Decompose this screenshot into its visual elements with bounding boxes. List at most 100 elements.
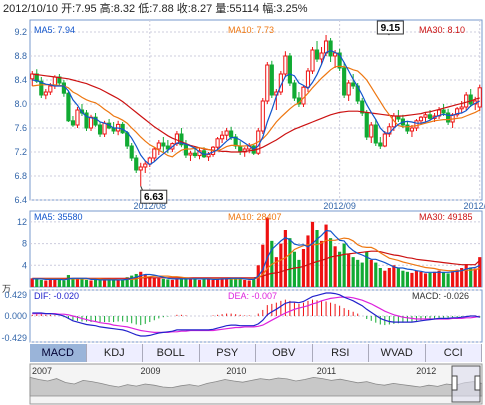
legend-vol-ma10: MA10: 28407 (228, 212, 282, 222)
volume-bar-down (238, 278, 242, 287)
candle-up (156, 142, 161, 150)
volume-bar-down (93, 279, 98, 287)
candle-up (265, 64, 270, 102)
overview-x-tick-label: 2011 (317, 366, 336, 376)
overview-right-handle[interactable] (474, 375, 481, 391)
price-y-tick-label: 8.0 (14, 99, 27, 109)
volume-bar-down (351, 257, 355, 287)
volume-bar-up (170, 279, 174, 287)
price-panel-frame (29, 19, 483, 201)
overview-x-tick-label: 2010 (226, 366, 246, 376)
candle-down (287, 55, 292, 84)
volume-bar-up (478, 257, 482, 287)
tab-cci[interactable]: CCI (425, 344, 482, 362)
volume-bar-up (188, 278, 193, 287)
volume-bar-up (319, 240, 324, 287)
volume-bar-up (432, 271, 437, 287)
tab-boll[interactable]: BOLL (143, 344, 200, 362)
macd-legend: DIF: -0.020 DEA: -0.007 MACD: -0.026 (34, 291, 469, 301)
volume-legend: MA5: 35580 MA10: 28407 MA30: 49185 (34, 212, 473, 222)
tab-kdj[interactable]: KDJ (86, 344, 143, 362)
candle-down (238, 145, 243, 153)
volume-label: 量 (215, 3, 227, 15)
indicator-tabs: MACD KDJ BOLL PSY OBV RSI WVAD CCI (30, 344, 482, 362)
high-value: 8.32 (113, 3, 136, 15)
candle-down (328, 40, 333, 57)
volume-bar-up (451, 271, 455, 287)
candle-down (179, 133, 184, 146)
volume-bar-down (441, 272, 446, 287)
candle-down (97, 124, 103, 135)
candle-up (206, 153, 211, 158)
tab-psy[interactable]: PSY (199, 344, 256, 362)
volume-bar-down (134, 273, 138, 287)
candle-down (360, 100, 365, 114)
candle-up (102, 122, 107, 135)
tab-obv[interactable]: OBV (256, 344, 313, 362)
volume-bar-up (279, 243, 283, 287)
legend-vol-ma30: MA30: 49185 (419, 212, 473, 222)
volume-bar-up (324, 224, 328, 287)
candle-up (382, 133, 387, 147)
candle-down (84, 112, 89, 129)
candle-up (188, 152, 193, 156)
candle-up (301, 86, 306, 105)
overview-area-shape (29, 376, 483, 397)
volume-bar-up (44, 280, 48, 287)
volume-bar-down (125, 277, 129, 287)
volume-bar-down (121, 279, 125, 287)
volume-bar-up (410, 272, 414, 287)
tab-macd[interactable]: MACD (30, 344, 87, 362)
volume-bar-up (53, 278, 57, 287)
tab-wvad[interactable]: WVAD (369, 344, 426, 362)
volume-bar-down (405, 271, 410, 287)
low-label: 低 (138, 3, 150, 15)
volume-bar-down (35, 278, 39, 287)
volume-bar-up (423, 273, 428, 287)
volume-bar-down (338, 251, 342, 287)
volume-bar-up (152, 277, 156, 287)
tab-rsi[interactable]: RSI (312, 344, 369, 362)
candle-up (88, 116, 94, 129)
legend-ma30: MA30: 8.10 (419, 25, 465, 35)
price-x-tick-label: 2012/09 (323, 201, 356, 211)
volume-bar-up (274, 257, 278, 287)
volume-bar-down (378, 268, 382, 287)
volume-bar-down (202, 278, 206, 287)
volume-bar-down (252, 279, 256, 287)
candle-down (66, 92, 71, 122)
macd-grid (30, 289, 482, 343)
volume-bar-up (283, 230, 287, 287)
volume-bar-up (206, 279, 211, 287)
price-moving-averages (32, 49, 480, 166)
annotation-low: 6.63 (144, 192, 164, 203)
price-x-tick-label: 2012/08 (134, 201, 167, 211)
candle-up (418, 116, 424, 122)
overview-area (29, 376, 483, 397)
quote-date: 2012/10/10 (3, 3, 59, 15)
volume-bar-up (220, 278, 224, 287)
candle-down (39, 80, 44, 96)
open-label: 开 (61, 3, 73, 15)
ma30-line (32, 73, 480, 153)
legend-ma5: MA5: 7.94 (34, 25, 75, 35)
candle-down (364, 112, 369, 138)
volume-bar-down (342, 243, 346, 287)
volume-bar-down (297, 259, 301, 287)
volume-bar-up (392, 265, 396, 287)
legend-ma10: MA10: 7.73 (228, 25, 274, 35)
candle-up (43, 91, 48, 96)
ma10-line (32, 65, 480, 158)
dea-line (32, 296, 480, 333)
candle-up (224, 130, 229, 136)
price-y-tick-label: 6.4 (14, 195, 27, 205)
candle-down (446, 112, 451, 123)
volume-bar-down (62, 280, 66, 287)
candle-up (30, 73, 35, 80)
volume-bar-up (243, 279, 247, 287)
volume-bar-down (80, 279, 84, 287)
volume-bar-down (315, 230, 319, 287)
overview-left-handle[interactable] (451, 375, 458, 391)
low-value: 7.88 (152, 3, 174, 15)
volume-bar-up (464, 264, 468, 287)
